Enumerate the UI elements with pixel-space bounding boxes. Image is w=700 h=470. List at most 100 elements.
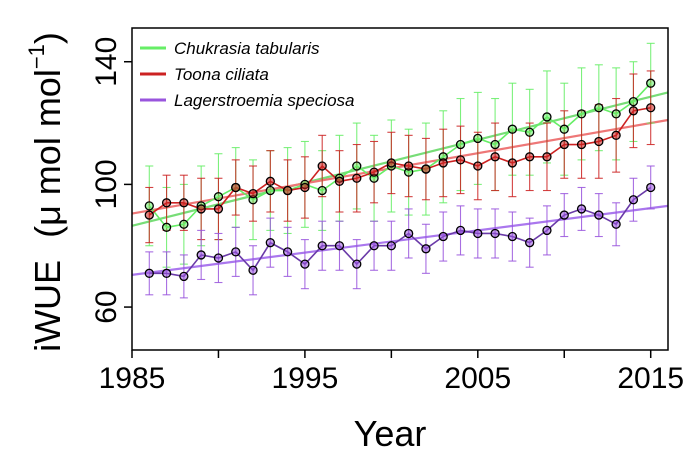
data-point-toona-ciliata bbox=[594, 136, 604, 147]
data-point-chukrasia-tabularis bbox=[542, 112, 552, 122]
data-point-lagerstroemia-speciosa bbox=[248, 265, 258, 275]
data-point-toona-ciliata bbox=[525, 152, 535, 162]
data-point-lagerstroemia-speciosa bbox=[265, 238, 275, 248]
data-point-lagerstroemia-speciosa bbox=[334, 241, 345, 251]
y-axis-title-unit: (μ mol mol bbox=[27, 69, 68, 238]
data-point-lagerstroemia-speciosa bbox=[231, 247, 241, 257]
data-point-toona-ciliata bbox=[196, 204, 206, 214]
trend-lines bbox=[131, 91, 669, 276]
data-point-toona-ciliata bbox=[646, 103, 656, 113]
data-point-lagerstroemia-speciosa bbox=[594, 210, 604, 220]
axes: 1985 1995 2005 2015 60 100 140 bbox=[90, 27, 684, 395]
data-point-toona-ciliata bbox=[490, 152, 500, 162]
data-point-lagerstroemia-speciosa bbox=[628, 195, 639, 205]
x-tick-label: 1985 bbox=[99, 362, 166, 395]
data-point-lagerstroemia-speciosa bbox=[525, 238, 535, 248]
data-point-lagerstroemia-speciosa bbox=[282, 247, 293, 257]
data-point-lagerstroemia-speciosa bbox=[300, 259, 310, 269]
data-point-toona-ciliata bbox=[144, 210, 154, 220]
data-point-chukrasia-tabularis bbox=[611, 109, 621, 119]
y-tick-label: 140 bbox=[90, 37, 123, 87]
y-tick-label: 100 bbox=[90, 159, 123, 209]
data-point-lagerstroemia-speciosa bbox=[386, 241, 397, 251]
data-point-lagerstroemia-speciosa bbox=[317, 241, 327, 251]
data-point-toona-ciliata bbox=[386, 158, 397, 168]
data-point-toona-ciliata bbox=[473, 161, 483, 171]
data-point-lagerstroemia-speciosa bbox=[438, 231, 448, 242]
data-point-toona-ciliata bbox=[213, 204, 224, 214]
data-point-lagerstroemia-speciosa bbox=[455, 225, 466, 236]
data-point-chukrasia-tabularis bbox=[525, 127, 535, 137]
data-point-lagerstroemia-speciosa bbox=[369, 241, 379, 251]
data-point-lagerstroemia-speciosa bbox=[213, 253, 224, 263]
data-point-toona-ciliata bbox=[421, 164, 431, 174]
data-point-lagerstroemia-speciosa bbox=[403, 228, 414, 239]
data-point-chukrasia-tabularis bbox=[507, 124, 518, 134]
data-point-lagerstroemia-speciosa bbox=[144, 268, 154, 278]
data-point-lagerstroemia-speciosa bbox=[490, 228, 500, 239]
data-point-toona-ciliata bbox=[282, 185, 293, 196]
data-point-toona-ciliata bbox=[179, 198, 189, 208]
data-point-toona-ciliata bbox=[576, 139, 587, 150]
data-point-toona-ciliata bbox=[559, 139, 569, 150]
data-point-toona-ciliata bbox=[317, 161, 327, 171]
x-axis-title: Year bbox=[354, 413, 427, 454]
data-point-lagerstroemia-speciosa bbox=[542, 225, 552, 236]
data-point-toona-ciliata bbox=[334, 176, 345, 186]
data-points bbox=[144, 78, 656, 282]
data-point-toona-ciliata bbox=[352, 173, 362, 183]
data-point-chukrasia-tabularis bbox=[628, 96, 639, 107]
data-point-toona-ciliata bbox=[369, 167, 379, 177]
data-point-lagerstroemia-speciosa bbox=[196, 250, 206, 260]
data-point-chukrasia-tabularis bbox=[646, 78, 656, 88]
data-point-chukrasia-tabularis bbox=[179, 219, 189, 229]
data-point-chukrasia-tabularis bbox=[490, 139, 500, 150]
data-point-lagerstroemia-speciosa bbox=[352, 259, 362, 269]
data-point-lagerstroemia-speciosa bbox=[646, 182, 656, 193]
data-point-chukrasia-tabularis bbox=[473, 133, 483, 144]
x-tick-label: 2005 bbox=[444, 362, 511, 395]
y-axis-title-close: ) bbox=[27, 32, 68, 44]
data-point-toona-ciliata bbox=[403, 161, 414, 171]
svg-text:iWUE(μ mol mol−1): iWUE (μ mol mol−1) bbox=[24, 32, 68, 352]
data-point-chukrasia-tabularis bbox=[455, 139, 466, 150]
y-axis-title-main: iWUE bbox=[27, 260, 68, 352]
y-tick-label: 60 bbox=[90, 290, 123, 323]
x-tick-label: 1995 bbox=[272, 362, 339, 395]
data-point-lagerstroemia-speciosa bbox=[179, 271, 189, 282]
data-point-lagerstroemia-speciosa bbox=[473, 228, 483, 239]
legend-label-lagerstroemia-speciosa: Lagerstroemia speciosa bbox=[174, 91, 354, 110]
data-point-toona-ciliata bbox=[611, 130, 621, 140]
data-point-chukrasia-tabularis bbox=[352, 161, 362, 171]
y-axis-title-superscript: −1 bbox=[24, 44, 49, 69]
data-point-chukrasia-tabularis bbox=[144, 201, 154, 211]
data-point-lagerstroemia-speciosa bbox=[611, 219, 621, 229]
data-point-toona-ciliata bbox=[300, 182, 310, 193]
plot-frame bbox=[131, 27, 669, 351]
legend: Chukrasia tabularis Toona ciliata Lagerstr… bbox=[140, 39, 354, 110]
data-point-lagerstroemia-speciosa bbox=[559, 210, 569, 220]
x-tick-label: 2015 bbox=[617, 362, 684, 395]
series-lines bbox=[148, 82, 652, 278]
data-point-toona-ciliata bbox=[542, 152, 552, 162]
data-point-toona-ciliata bbox=[231, 182, 241, 193]
data-point-toona-ciliata bbox=[628, 106, 639, 116]
data-point-lagerstroemia-speciosa bbox=[421, 244, 431, 254]
series-line-toona-ciliata bbox=[148, 106, 651, 216]
data-point-lagerstroemia-speciosa bbox=[576, 204, 587, 214]
legend-label-toona-ciliata: Toona ciliata bbox=[174, 65, 269, 84]
data-point-chukrasia-tabularis bbox=[559, 124, 569, 134]
data-point-toona-ciliata bbox=[438, 158, 448, 168]
y-axis-title: iWUE (μ mol mol−1) bbox=[24, 32, 68, 352]
data-point-chukrasia-tabularis bbox=[594, 103, 604, 113]
data-point-toona-ciliata bbox=[455, 155, 466, 165]
data-point-toona-ciliata bbox=[161, 198, 172, 208]
data-point-toona-ciliata bbox=[265, 176, 275, 186]
data-point-chukrasia-tabularis bbox=[265, 185, 275, 196]
data-point-toona-ciliata bbox=[248, 188, 258, 199]
data-point-lagerstroemia-speciosa bbox=[507, 231, 518, 242]
data-point-chukrasia-tabularis bbox=[317, 185, 327, 196]
data-point-chukrasia-tabularis bbox=[213, 192, 224, 202]
data-point-chukrasia-tabularis bbox=[576, 109, 587, 119]
